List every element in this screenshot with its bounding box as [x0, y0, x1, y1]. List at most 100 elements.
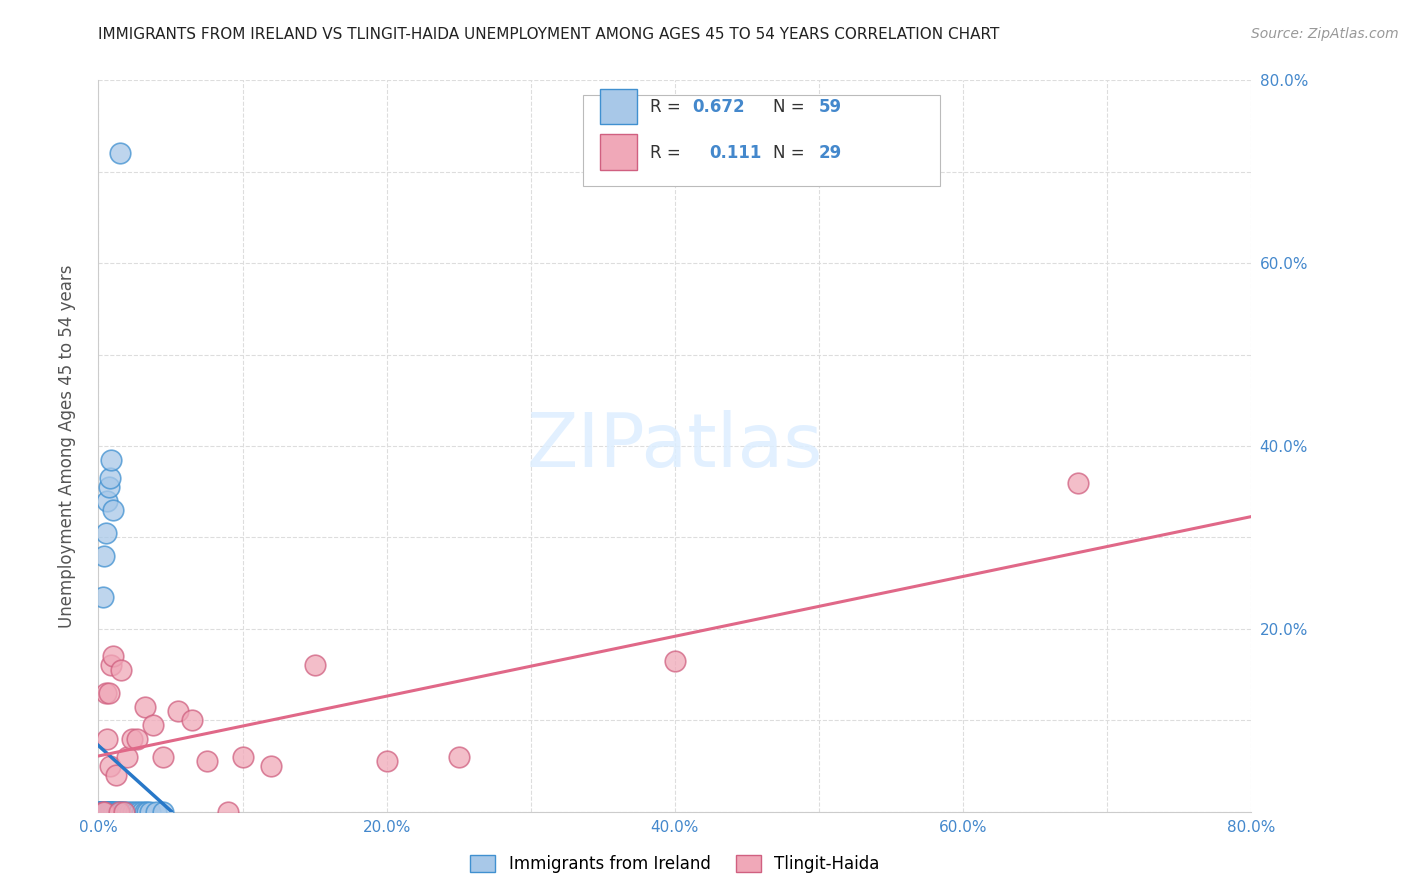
Point [93, 805, 115, 819]
Text: IMMIGRANTS FROM IRELAND VS TLINGIT-HAIDA UNEMPLOYMENT AMONG AGES 45 TO 54 YEARS : IMMIGRANTS FROM IRELAND VS TLINGIT-HAIDA… [98, 27, 1000, 42]
Point [90, 805, 112, 819]
Point [108, 805, 131, 819]
Point [101, 805, 124, 819]
Point [96, 805, 118, 819]
Point [375, 755, 398, 769]
Point [131, 805, 153, 819]
Point [91, 805, 114, 819]
Point [91, 805, 114, 819]
Point [91, 805, 114, 819]
FancyBboxPatch shape [582, 95, 941, 186]
Point [112, 805, 135, 819]
Point [101, 649, 124, 664]
Point [94, 686, 117, 700]
Point [98, 805, 121, 819]
Point [122, 805, 145, 819]
Point [664, 654, 686, 668]
Point [97, 805, 120, 819]
Point [101, 503, 124, 517]
Point [217, 805, 239, 819]
Point [120, 805, 142, 819]
Point [94, 525, 117, 540]
Point [91, 805, 114, 819]
Point [91, 590, 114, 604]
Point [94, 805, 117, 819]
Point [117, 805, 139, 819]
Point [100, 805, 122, 819]
Text: 59: 59 [818, 98, 842, 116]
Point [166, 704, 188, 718]
Point [139, 805, 162, 819]
Point [89, 805, 111, 819]
Point [112, 805, 135, 819]
Text: Source: ZipAtlas.com: Source: ZipAtlas.com [1251, 27, 1399, 41]
Point [94, 805, 117, 819]
Point [93, 805, 115, 819]
Point [195, 755, 218, 769]
Point [91, 805, 114, 819]
Point [1067, 475, 1090, 490]
Point [447, 749, 470, 764]
Text: R =: R = [650, 144, 690, 161]
Point [94, 805, 117, 819]
Point [100, 452, 122, 467]
Text: N =: N = [773, 98, 810, 116]
Text: N =: N = [773, 144, 810, 161]
Point [125, 805, 148, 819]
Point [97, 480, 120, 494]
Point [127, 731, 149, 746]
Point [103, 805, 125, 819]
Point [98, 759, 121, 773]
Point [110, 663, 132, 677]
Point [96, 731, 118, 746]
Point [89, 805, 111, 819]
Text: 0.672: 0.672 [692, 98, 745, 116]
Point [101, 805, 124, 819]
Point [93, 549, 115, 563]
Point [117, 749, 139, 764]
Point [91, 805, 114, 819]
Point [128, 805, 150, 819]
Bar [600, 135, 637, 169]
Point [100, 658, 122, 673]
Point [134, 699, 156, 714]
Point [97, 805, 120, 819]
Point [93, 805, 115, 819]
Text: 0.111: 0.111 [710, 144, 762, 161]
Point [96, 805, 118, 819]
Point [107, 805, 129, 819]
Point [98, 805, 121, 819]
Point [90, 805, 112, 819]
Point [142, 718, 165, 732]
Point [97, 686, 120, 700]
Text: 29: 29 [818, 144, 842, 161]
Bar [600, 89, 637, 124]
Legend: Immigrants from Ireland, Tlingit-Haida: Immigrants from Ireland, Tlingit-Haida [471, 855, 879, 873]
Point [111, 805, 134, 819]
Point [89, 805, 111, 819]
Point [90, 805, 112, 819]
Point [93, 805, 115, 819]
Point [97, 805, 120, 819]
Point [134, 805, 156, 819]
Text: ZIPatlas: ZIPatlas [527, 409, 823, 483]
Point [104, 768, 127, 782]
Y-axis label: Unemployment Among Ages 45 to 54 years: Unemployment Among Ages 45 to 54 years [58, 264, 76, 628]
Point [100, 805, 122, 819]
Point [136, 805, 159, 819]
Point [231, 749, 254, 764]
Point [152, 805, 174, 819]
Point [304, 658, 326, 673]
Point [105, 805, 128, 819]
Point [96, 493, 118, 508]
Point [121, 731, 143, 746]
Point [152, 749, 174, 764]
Point [145, 805, 167, 819]
Point [181, 714, 204, 728]
Text: R =: R = [650, 98, 686, 116]
Point [108, 146, 131, 161]
Point [94, 805, 117, 819]
Point [96, 805, 118, 819]
Point [110, 805, 132, 819]
Point [98, 471, 121, 485]
